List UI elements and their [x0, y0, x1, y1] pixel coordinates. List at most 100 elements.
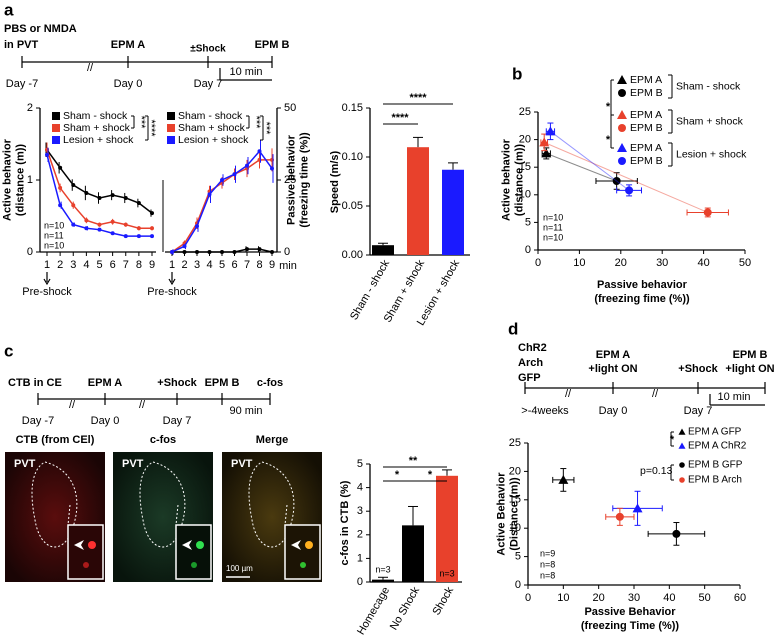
pre-shock-label: Pre-shock [22, 286, 72, 298]
timeline-duration: 10 min [717, 391, 750, 403]
legend-group: Sham + shock [676, 115, 744, 127]
legend-swatch [167, 124, 175, 132]
significance: *** [250, 116, 262, 130]
micrograph [5, 452, 322, 582]
legend-swatch [167, 112, 175, 120]
point [71, 183, 76, 188]
y-tick-label: 2 [27, 102, 33, 114]
connector [550, 130, 630, 191]
significance: *** [135, 116, 147, 130]
region-label: PVT [231, 458, 253, 470]
point [257, 247, 262, 252]
point [136, 226, 141, 231]
point [232, 250, 237, 254]
region-label: PVT [14, 458, 36, 470]
break-mark: // [87, 62, 94, 74]
point [71, 203, 76, 208]
point [110, 231, 115, 236]
x-tick-label: 5 [219, 259, 225, 271]
point [170, 250, 174, 254]
y-tick-label: 0 [284, 246, 290, 258]
marker [617, 110, 627, 119]
marker [632, 503, 643, 513]
point [123, 222, 128, 227]
legend-group: Lesion + shock [676, 148, 747, 160]
marker [618, 157, 626, 165]
bar [436, 475, 458, 582]
x-tick-label: 4 [206, 259, 212, 271]
timeline-text: Arch [518, 357, 543, 369]
timeline-text: +Shock [678, 363, 718, 375]
legend-swatch [52, 136, 60, 144]
y-tick-label: 0.15 [342, 102, 363, 114]
x-tick-label: 40 [697, 257, 709, 269]
x-tick-label: 10 [557, 592, 569, 604]
marker [545, 126, 556, 136]
point [123, 196, 128, 200]
y-axis-label: Passive behavior [285, 134, 297, 225]
timeline-text: EPM A [111, 39, 145, 51]
point [220, 250, 224, 254]
x-tick-label: 3 [194, 259, 200, 271]
point [232, 172, 237, 177]
point [245, 247, 249, 252]
point [110, 219, 115, 224]
timeline [37, 393, 271, 405]
y-axis-label: (freezing time (%)) [298, 132, 310, 228]
connector [544, 141, 708, 213]
x-tick-label: 6 [231, 259, 237, 271]
y-tick-label: 10 [519, 189, 531, 201]
x-unit-label: min [279, 260, 297, 272]
n-label: n=10 [44, 220, 64, 230]
legend-label: EPM A ChR2 [688, 441, 747, 452]
x-tick-label: 50 [699, 592, 711, 604]
point [182, 244, 187, 249]
point [270, 250, 274, 254]
marker [678, 442, 686, 449]
significance: * [670, 434, 675, 446]
y-tick-label: 25 [509, 437, 521, 449]
x-tick-label: Shock [430, 585, 456, 618]
marker [618, 124, 626, 132]
series-line [46, 149, 152, 229]
x-tick-label: 3 [70, 259, 76, 271]
y-axis-label: (distance (m)) [14, 144, 26, 216]
timeline-day: >-4weeks [521, 405, 569, 417]
x-tick-label: 6 [110, 259, 116, 271]
scale-bar-label: 100 µm [226, 564, 253, 573]
timeline-day: Day 0 [114, 78, 143, 90]
significance: * [606, 101, 611, 113]
marker [618, 89, 626, 97]
timeline-text: GFP [518, 372, 541, 384]
bar-label: n=3 [375, 565, 390, 575]
timeline-text: +Shock [157, 377, 197, 389]
marker [625, 186, 634, 195]
y-tick-label: 20 [519, 134, 531, 146]
bar [402, 525, 424, 582]
x-tick-label: Homecage [355, 585, 392, 637]
marker [615, 512, 624, 521]
y-tick-label: 1 [357, 552, 363, 564]
y-tick-label: 0.00 [342, 249, 363, 261]
significance: * [606, 134, 611, 146]
x-tick-label: 0 [535, 257, 541, 269]
n-label: n=11 [44, 230, 64, 240]
x-tick-label: 7 [244, 259, 250, 271]
point [71, 222, 76, 227]
marker [678, 428, 686, 435]
point [84, 226, 89, 231]
y-tick-label: 0 [357, 576, 363, 588]
legend-label: Sham + shock [63, 122, 131, 134]
x-tick-label: 7 [123, 259, 129, 271]
legend-label: Lesion + shock [178, 134, 249, 146]
x-tick-label: 8 [136, 259, 142, 271]
y-tick-label: 5 [515, 551, 521, 563]
x-tick-label: 1 [44, 259, 50, 271]
marker [703, 208, 712, 217]
series-line [171, 149, 273, 253]
legend-label: EPM B Arch [688, 475, 742, 486]
n-label: n=10 [44, 240, 64, 250]
point [136, 201, 141, 206]
y-axis-label: (Distance (m)) [508, 477, 520, 551]
point [195, 224, 199, 229]
